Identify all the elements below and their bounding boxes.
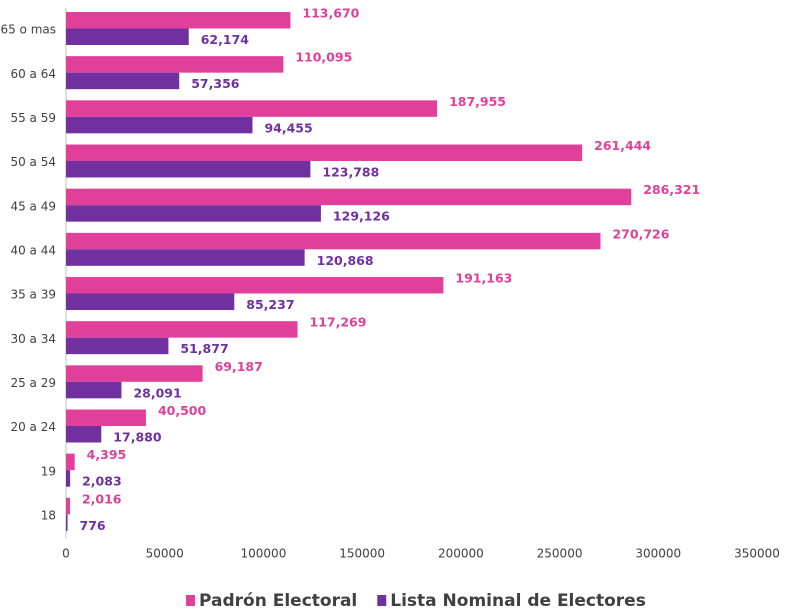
bar <box>66 365 203 382</box>
value-label: 85,237 <box>246 297 294 312</box>
value-label: 28,091 <box>133 385 181 400</box>
bar <box>66 497 70 515</box>
bar <box>66 100 438 117</box>
value-label: 120,868 <box>317 253 374 268</box>
bar <box>66 277 444 294</box>
bar <box>66 72 180 90</box>
value-label: 2,083 <box>82 474 122 489</box>
y-tick-label: 55 a 59 <box>10 111 56 125</box>
value-label: 40,500 <box>158 403 207 418</box>
bar <box>66 293 235 310</box>
bar <box>66 232 601 250</box>
x-tick-label: 50000 <box>146 547 184 561</box>
value-label: 191,163 <box>455 271 512 286</box>
x-tick-label: 250000 <box>537 547 583 561</box>
bar <box>66 56 284 73</box>
value-label: 776 <box>80 518 106 533</box>
bar <box>66 205 321 222</box>
x-tick-label: 150000 <box>339 547 385 561</box>
bar <box>66 470 71 487</box>
value-label: 94,455 <box>264 120 312 135</box>
bar <box>66 249 305 266</box>
x-tick-label: 300000 <box>635 547 681 561</box>
bar <box>66 409 146 426</box>
value-label: 286,321 <box>643 182 700 197</box>
y-tick-label: 40 a 44 <box>10 243 56 257</box>
value-label: 2,016 <box>82 491 122 506</box>
y-tick-label: 60 a 64 <box>10 67 56 81</box>
value-label: 4,395 <box>87 447 127 462</box>
value-label: 17,880 <box>113 430 162 445</box>
value-label: 51,877 <box>180 341 228 356</box>
value-label: 113,670 <box>302 6 359 21</box>
bar <box>66 12 291 29</box>
value-label: 129,126 <box>333 209 390 224</box>
bar <box>66 337 169 355</box>
y-tick-label: 65 o mas <box>0 23 56 37</box>
value-label: 270,726 <box>612 226 669 241</box>
bar <box>66 514 68 531</box>
x-tick-label: 0 <box>62 547 70 561</box>
bar <box>66 161 311 178</box>
y-tick-label: 18 <box>41 508 56 522</box>
value-label: 110,095 <box>295 50 352 65</box>
bar <box>66 426 102 443</box>
y-tick-label: 45 a 49 <box>10 199 56 213</box>
bar <box>66 116 253 134</box>
bar <box>66 381 122 399</box>
bar <box>66 28 189 45</box>
value-label: 69,187 <box>215 359 263 374</box>
x-tick-label: 100000 <box>241 547 287 561</box>
value-label: 123,788 <box>322 165 379 180</box>
y-tick-label: 19 <box>41 464 56 478</box>
y-tick-label: 30 a 34 <box>10 332 56 346</box>
legend-swatch <box>186 595 195 606</box>
value-label: 62,174 <box>201 32 250 47</box>
y-tick-label: 35 a 39 <box>10 288 56 302</box>
bar <box>66 188 632 206</box>
value-label: 187,955 <box>449 94 506 109</box>
x-tick-label: 350000 <box>734 547 780 561</box>
legend-label: Lista Nominal de Electores <box>390 591 646 611</box>
bar <box>66 144 583 161</box>
y-tick-label: 25 a 29 <box>10 376 56 390</box>
x-tick-label: 200000 <box>438 547 484 561</box>
legend-label: Padrón Electoral <box>199 591 357 611</box>
value-label: 261,444 <box>594 138 651 153</box>
value-label: 117,269 <box>310 315 367 330</box>
value-label: 57,356 <box>191 76 240 91</box>
y-tick-label: 20 a 24 <box>10 420 56 434</box>
legend-swatch <box>377 595 387 606</box>
y-tick-label: 50 a 54 <box>10 155 56 169</box>
bar <box>66 453 75 471</box>
bar <box>66 321 298 338</box>
